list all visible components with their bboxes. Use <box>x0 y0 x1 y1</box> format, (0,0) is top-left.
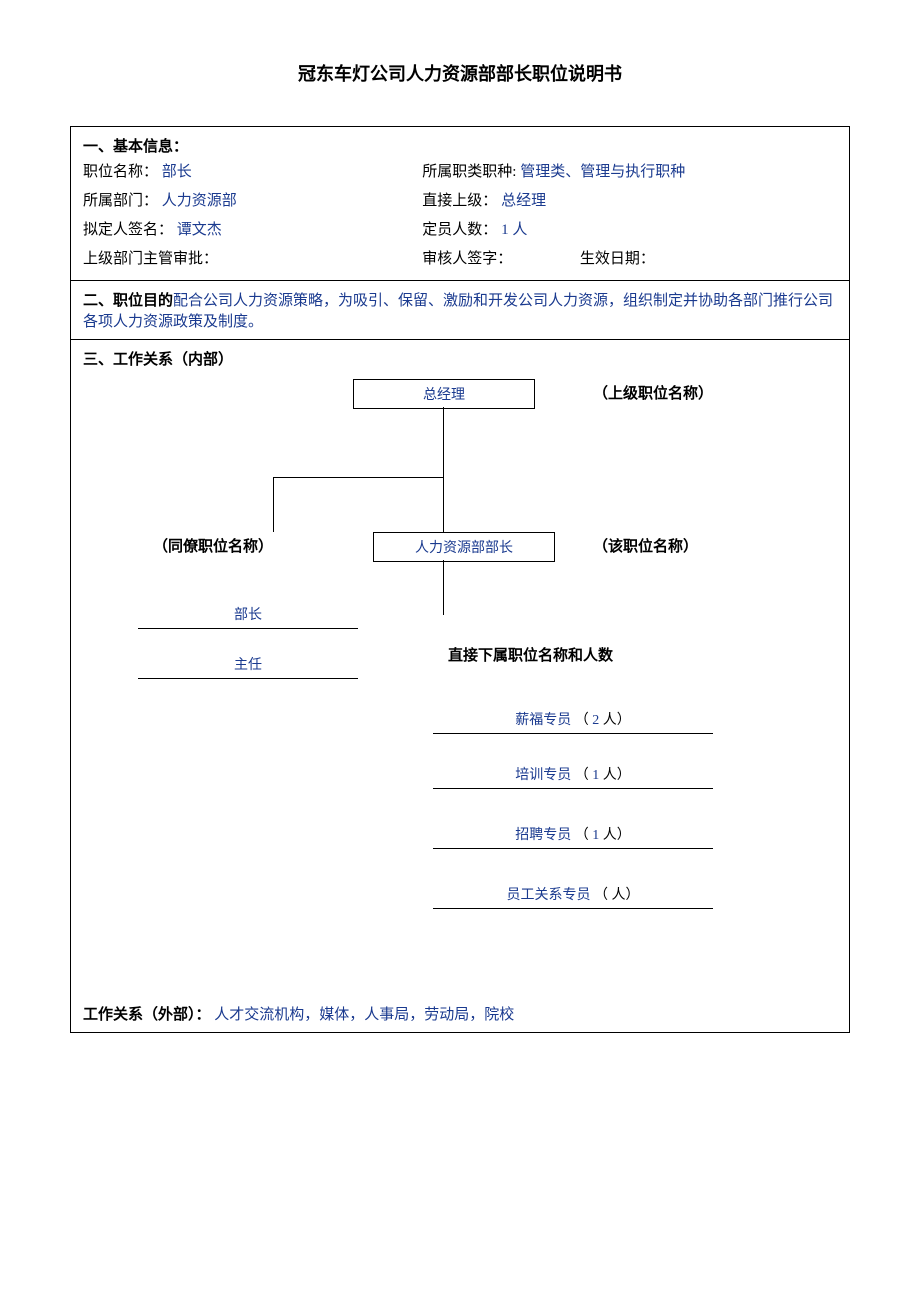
org-ann-mid: （该职位名称） <box>593 535 698 556</box>
section-purpose: 二、职位目的配合公司人力资源策略，为吸引、保留、激励和开发公司人力资源，组织制定… <box>71 281 849 340</box>
org-node-mid: 人力资源部部长 <box>373 532 555 562</box>
drafter-value: 谭文杰 <box>177 222 222 238</box>
org-chart: 总经理 （上级职位名称） 人力资源部部长 （该职位名称） （同僚职位名称） 部长… <box>83 379 837 999</box>
org-ann-peer: （同僚职位名称） <box>153 535 273 556</box>
superior-value: 总经理 <box>501 193 546 209</box>
org-line-v1 <box>443 407 444 477</box>
pos-name-value: 部长 <box>162 164 192 180</box>
org-line-h1 <box>273 477 443 478</box>
org-line-v3 <box>443 560 444 615</box>
dept-label: 所属部门： <box>83 193 158 209</box>
org-sub-3-name: 员工关系专员 <box>507 888 591 903</box>
row-posname-category: 职位名称： 部长 所属职类职种: 管理类、管理与执行职种 <box>83 156 837 185</box>
org-sub-0: 薪福专员 （ 2 人） <box>433 709 713 734</box>
org-sub-1-name: 培训专员 <box>515 768 571 783</box>
org-sub-1-count: 1 <box>592 768 599 783</box>
org-sub-2: 招聘专员 （ 1 人） <box>433 824 713 849</box>
org-node-top: 总经理 <box>353 379 535 409</box>
org-peer-2-label: 主任 <box>234 658 262 673</box>
headcount-value: 1 人 <box>501 222 527 238</box>
section-relations: 三、工作关系（内部） 总经理 （上级职位名称） 人力资源部部长 （该职位名称） … <box>71 340 849 1032</box>
ext-label: 工作关系（外部）： <box>83 1007 211 1023</box>
sec2-heading: 二、职位目的 <box>83 293 173 309</box>
org-peer-1: 部长 <box>138 604 358 629</box>
row-dept-superior: 所属部门： 人力资源部 直接上级： 总经理 <box>83 185 837 214</box>
approval-label: 上级部门主管审批： <box>83 251 218 267</box>
section-basic-info: 一、基本信息： 职位名称： 部长 所属职类职种: 管理类、管理与执行职种 所属部… <box>71 127 849 281</box>
drafter-label: 拟定人签名： <box>83 222 173 238</box>
dept-value: 人力资源部 <box>162 193 237 209</box>
page-title: 冠东车灯公司人力资源部部长职位说明书 <box>70 60 850 86</box>
category-label: 所属职类职种: <box>422 164 520 180</box>
org-sub-0-name: 薪福专员 <box>515 713 571 728</box>
row-approval: 上级部门主管审批： 审核人签字： 生效日期： <box>83 243 837 272</box>
org-sub-header: 直接下属职位名称和人数 <box>448 644 613 665</box>
category-value: 管理类、管理与执行职种 <box>520 164 685 180</box>
org-line-v2 <box>443 477 444 532</box>
org-sub-1: 培训专员 （ 1 人） <box>433 764 713 789</box>
org-peer-1-label: 部长 <box>234 608 262 623</box>
reviewer-label: 审核人签字： <box>422 251 512 267</box>
sec2-body: 配合公司人力资源策略，为吸引、保留、激励和开发公司人力资源，组织制定并协助各部门… <box>83 293 833 330</box>
document-frame: 一、基本信息： 职位名称： 部长 所属职类职种: 管理类、管理与执行职种 所属部… <box>70 126 850 1033</box>
org-ann-top: （上级职位名称） <box>593 382 713 403</box>
org-peer-2: 主任 <box>138 654 358 679</box>
org-sub-3: 员工关系专员 （ 人） <box>433 884 713 909</box>
effective-label: 生效日期： <box>580 251 655 267</box>
superior-label: 直接上级： <box>422 193 497 209</box>
org-sub-0-count: 2 <box>592 713 599 728</box>
headcount-label: 定员人数： <box>422 222 497 238</box>
ext-value: 人才交流机构，媒体，人事局，劳动局，院校 <box>214 1007 514 1023</box>
pos-name-label: 职位名称： <box>83 164 158 180</box>
sec3-heading: 三、工作关系（内部） <box>83 348 837 369</box>
sec1-heading: 一、基本信息： <box>83 135 837 156</box>
org-line-vpeer <box>273 477 274 532</box>
org-sub-2-count: 1 <box>592 828 599 843</box>
row-drafter-headcount: 拟定人签名： 谭文杰 定员人数： 1 人 <box>83 214 837 243</box>
org-sub-2-name: 招聘专员 <box>515 828 571 843</box>
